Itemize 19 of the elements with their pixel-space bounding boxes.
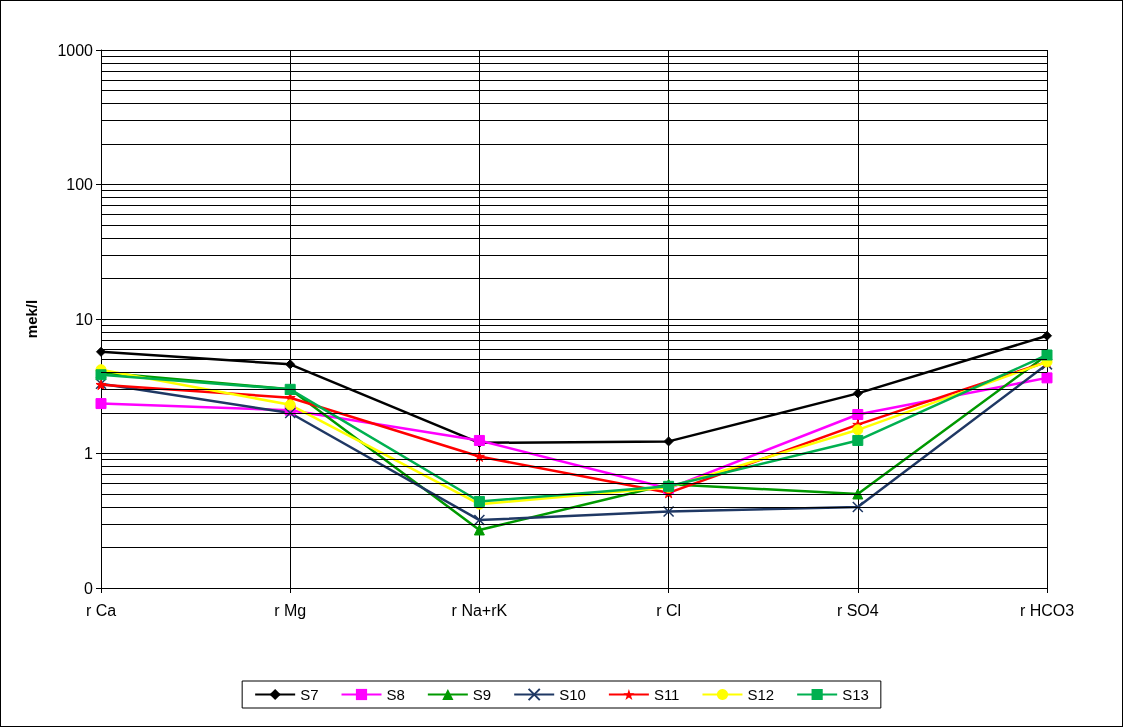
legend-label: S7	[300, 686, 319, 703]
legend-label: S11	[653, 686, 680, 703]
x-tick-label: r Na+rK	[451, 601, 508, 619]
y-tick-label: 100	[66, 176, 94, 193]
legend-label: S10	[559, 686, 586, 703]
y-tick-label: 10	[75, 310, 94, 328]
x-tick-label: r HCO3	[1019, 601, 1075, 619]
legend-label: S8	[386, 686, 405, 703]
x-tick-label: r SO4	[836, 601, 879, 619]
y-tick-label: 1	[84, 445, 94, 462]
y-tick-label: 1000	[57, 41, 94, 59]
x-tick-label: r Ca	[85, 601, 117, 619]
x-tick-label: r Mg	[274, 601, 307, 619]
y-tick-label: 0	[84, 579, 94, 597]
y-axis-title: mek/l	[23, 299, 40, 339]
x-tick-label: r Cl	[656, 601, 682, 619]
legend-label: S12	[747, 686, 775, 703]
legend-label: S13	[842, 686, 869, 703]
legend-label: S9	[472, 686, 492, 703]
